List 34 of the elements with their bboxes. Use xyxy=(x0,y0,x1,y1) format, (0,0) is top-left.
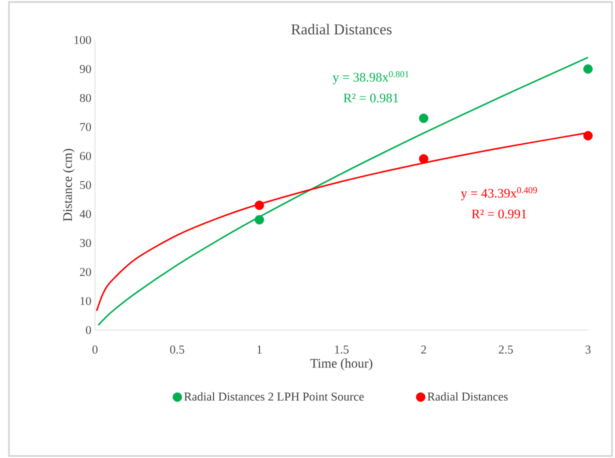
x-tick-label: 0.5 xyxy=(170,346,184,354)
x-tick-label: 3 xyxy=(586,346,591,354)
line-series xyxy=(98,56,589,326)
annotation: y = 38.98x$^{0.801}$ xyxy=(332,71,409,84)
y-tick-label: 80 xyxy=(80,94,92,102)
x-tick-label: 0 xyxy=(92,346,98,354)
y-tick-label: 10 xyxy=(80,296,92,306)
legend-label: Radial Distances xyxy=(428,392,508,401)
y-tick-label: 20 xyxy=(80,268,92,276)
point xyxy=(418,114,428,123)
legend-label: Radial Distances 2 LPH Point Source xyxy=(184,392,364,401)
point xyxy=(254,215,264,224)
chart-title: Radial Distances xyxy=(291,24,392,34)
x-axis-title: Time (hour) xyxy=(310,358,372,370)
y-tick-label: 60 xyxy=(80,152,92,160)
x-tick-label: 1 xyxy=(257,346,262,354)
y-tick-label: 50 xyxy=(80,180,92,190)
x-tick-label: 2 xyxy=(421,346,426,354)
y-tick-label: 0 xyxy=(86,326,92,334)
y-tick-label: 100 xyxy=(74,36,92,44)
y-axis-title: Distance (cm) xyxy=(62,148,75,222)
annotation: y = 43.39x$^{0.409}$ xyxy=(460,187,537,200)
annotation: R² = 0.991 xyxy=(472,210,526,218)
point xyxy=(583,64,593,74)
x-tick-label: 2.5 xyxy=(498,346,513,354)
x-tick-label: 1.5 xyxy=(335,346,349,354)
y-tick-label: 30 xyxy=(80,238,92,248)
point xyxy=(583,130,593,140)
y-tick-label: 40 xyxy=(80,210,92,218)
point xyxy=(254,200,264,210)
y-tick-label: 70 xyxy=(80,122,92,132)
y-tick-label: 90 xyxy=(80,64,92,74)
annotation: R² = 0.981 xyxy=(344,94,398,102)
point xyxy=(418,154,428,164)
